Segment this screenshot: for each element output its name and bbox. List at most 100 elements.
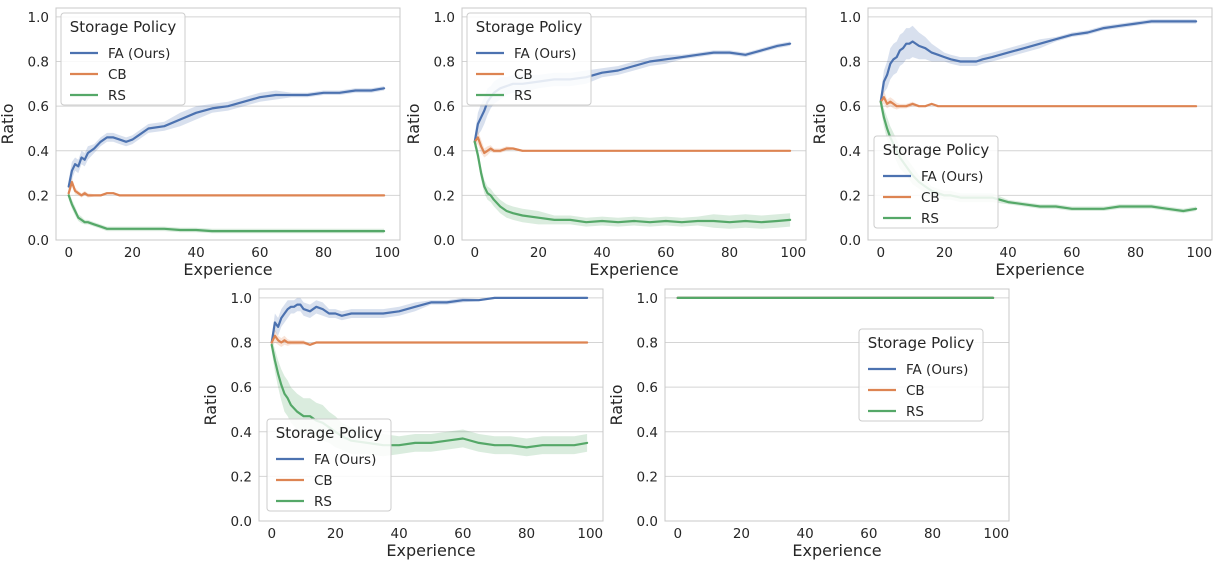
y-tick-label-3: 0.6 (637, 380, 658, 396)
legend-title: Storage Policy (276, 424, 383, 442)
x-tick-label-3: 60 (454, 526, 471, 542)
x-tick-label-4: 80 (1127, 245, 1144, 261)
legend-entry-1: FA (Ours) (314, 452, 376, 468)
y-axis-label: Ratio (201, 384, 220, 425)
y-tick-label-0: 0.0 (840, 233, 861, 249)
y-tick-label-1: 0.2 (434, 188, 455, 204)
legend-entry-1: FA (Ours) (108, 46, 170, 62)
x-tick-label-1: 20 (936, 245, 953, 261)
legend: Storage Policy FA (Ours) CB RS (858, 328, 984, 422)
legend-entry-3: RS (921, 211, 939, 227)
plot-frame (664, 288, 1010, 522)
x-tick-label-5: 100 (577, 526, 603, 542)
legend-box (466, 12, 592, 106)
x-tick-label-1: 20 (124, 245, 141, 261)
legend-entry-1: FA (Ours) (514, 46, 576, 62)
x-tick-label-2: 40 (797, 526, 814, 542)
x-tick-label-3: 60 (251, 245, 268, 261)
x-tick-label-4: 80 (924, 526, 941, 542)
y-tick-label-0: 0.0 (637, 514, 658, 530)
y-axis-label: Ratio (404, 103, 423, 144)
y-tick-label-3: 0.6 (434, 99, 455, 115)
series-band-2 (474, 130, 791, 158)
x-tick-label-0: 0 (267, 526, 276, 542)
legend-entry-2: CB (108, 67, 127, 83)
x-tick-label-2: 40 (594, 245, 611, 261)
x-tick-label-5: 100 (1186, 245, 1212, 261)
legend-box (873, 135, 999, 229)
x-tick-label-2: 40 (391, 526, 408, 542)
x-axis-label: Experience (183, 260, 272, 279)
x-axis-label: Experience (589, 260, 678, 279)
x-tick-label-3: 60 (657, 245, 674, 261)
x-tick-label-0: 0 (64, 245, 73, 261)
y-tick-label-5: 1.0 (434, 10, 455, 26)
y-tick-label-0: 0.0 (434, 233, 455, 249)
plot-frame (867, 7, 1213, 241)
legend-entry-3: RS (514, 88, 532, 104)
legend: Storage Policy FA (Ours) CB RS (466, 12, 592, 106)
y-tick-label-2: 0.4 (28, 144, 49, 160)
x-tick-label-2: 40 (188, 245, 205, 261)
series-band-3 (474, 137, 791, 229)
y-tick-label-2: 0.4 (840, 144, 861, 160)
legend-entry-3: RS (108, 88, 126, 104)
legend-entry-1: FA (Ours) (921, 169, 983, 185)
y-tick-label-3: 0.6 (28, 99, 49, 115)
x-tick-label-5: 100 (983, 526, 1009, 542)
x-tick-label-1: 20 (733, 526, 750, 542)
legend: Storage Policy FA (Ours) CB RS (266, 418, 392, 512)
series-line-1 (67, 87, 386, 188)
x-tick-label-2: 40 (1000, 245, 1017, 261)
subplot-3: 0.0 0.2 0.4 0.6 0.8 1.0 0 20 40 60 80 100 Experience… (810, 7, 1213, 279)
y-tick-label-5: 1.0 (28, 10, 49, 26)
series-line-2 (879, 96, 1198, 108)
x-tick-label-5: 100 (374, 245, 400, 261)
y-tick-label-1: 0.2 (840, 188, 861, 204)
x-axis-label: Experience (792, 541, 881, 560)
series-line-2 (270, 334, 589, 346)
series-band-2 (271, 329, 588, 347)
legend-box (266, 418, 392, 512)
legend-entry-2: CB (906, 383, 925, 399)
y-tick-label-5: 1.0 (231, 291, 252, 307)
legend-title: Storage Policy (476, 18, 583, 36)
x-tick-label-1: 20 (530, 245, 547, 261)
x-axis-label: Experience (386, 541, 475, 560)
series-band-1 (880, 19, 1197, 109)
legend-box (60, 12, 186, 106)
legend-entry-2: CB (314, 473, 333, 489)
y-tick-label-1: 0.2 (28, 188, 49, 204)
y-axis-label: Ratio (810, 103, 829, 144)
y-tick-label-0: 0.0 (28, 233, 49, 249)
y-tick-label-3: 0.6 (840, 99, 861, 115)
series-line-3 (473, 140, 792, 224)
series-line-3 (67, 194, 386, 233)
series-band-3 (68, 190, 385, 234)
y-tick-label-2: 0.4 (434, 144, 455, 160)
y-axis-label: Ratio (607, 384, 626, 425)
subplot-4: 0.0 0.2 0.4 0.6 0.8 1.0 0 20 40 60 80 100 Experience… (201, 288, 604, 560)
x-tick-label-4: 80 (518, 526, 535, 542)
legend-title: Storage Policy (70, 18, 177, 36)
legend-entry-3: RS (314, 494, 332, 510)
x-tick-label-3: 60 (1063, 245, 1080, 261)
x-tick-label-0: 0 (876, 245, 885, 261)
y-tick-label-3: 0.6 (231, 380, 252, 396)
y-tick-label-1: 0.2 (637, 469, 658, 485)
y-tick-label-5: 1.0 (637, 291, 658, 307)
legend-title: Storage Policy (868, 334, 975, 352)
plot-frame (55, 7, 401, 241)
series-line-2 (473, 136, 792, 155)
legend-entry-1: FA (Ours) (906, 362, 968, 378)
y-tick-label-4: 0.8 (840, 55, 861, 71)
y-tick-label-4: 0.8 (231, 336, 252, 352)
y-tick-label-2: 0.4 (637, 425, 658, 441)
plot-frame (258, 288, 604, 522)
x-tick-label-1: 20 (327, 526, 344, 542)
series-line-1 (879, 20, 1198, 103)
x-tick-label-0: 0 (673, 526, 682, 542)
y-tick-label-1: 0.2 (231, 469, 252, 485)
legend-title: Storage Policy (883, 141, 990, 159)
